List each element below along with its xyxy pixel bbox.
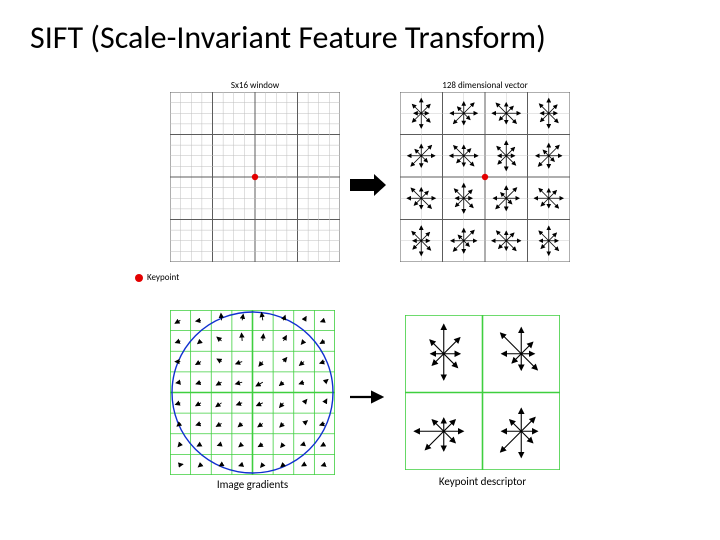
page-title: SIFT (Scale-Invariant Feature Transform) bbox=[30, 18, 546, 57]
caption-gradients: Image gradients bbox=[170, 478, 335, 491]
descriptor-grid bbox=[400, 92, 570, 262]
keypoint-descriptor bbox=[405, 315, 560, 470]
right-caption-2: Keypoint descriptor bbox=[405, 475, 560, 488]
caption-descriptor: Keypoint descriptor bbox=[405, 475, 560, 488]
caption-window: Sx16 window bbox=[170, 80, 340, 91]
arrow-1 bbox=[348, 170, 388, 200]
left-caption-1: Sx16 window bbox=[170, 80, 340, 91]
keypoint-label: Keypoint bbox=[147, 272, 179, 283]
right-caption-1: 128 dimensional vector bbox=[400, 80, 570, 91]
keypoint-legend: Keypoint bbox=[135, 272, 179, 283]
keypoint-dot-icon bbox=[135, 274, 143, 282]
gradients-grid bbox=[170, 310, 335, 475]
caption-vector: 128 dimensional vector bbox=[400, 80, 570, 91]
row1: Sx16 window 128 dimensional vector bbox=[130, 80, 590, 280]
row2: Image gradients Keypoint descriptor bbox=[150, 310, 580, 510]
left-caption-2: Image gradients bbox=[170, 478, 335, 491]
window-grid bbox=[170, 92, 340, 262]
arrow-2 bbox=[348, 385, 388, 409]
